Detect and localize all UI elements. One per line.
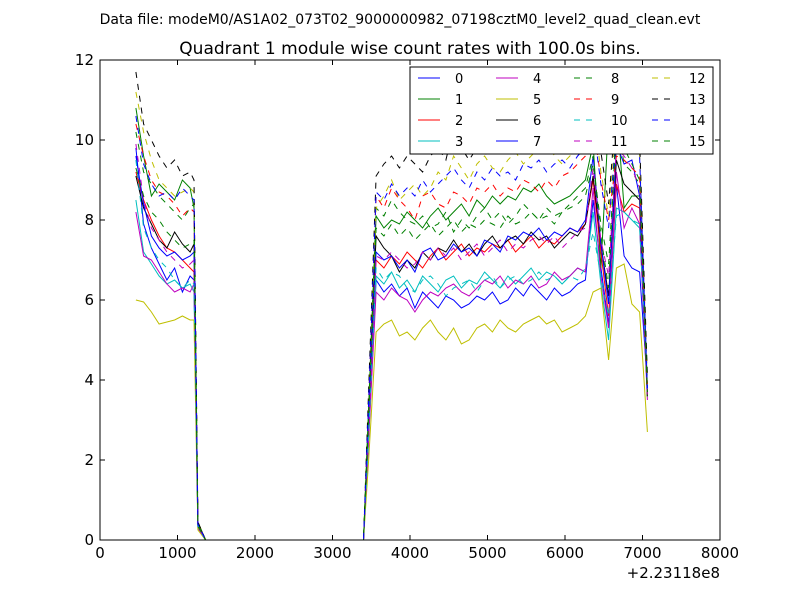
- legend-label-13: 13: [689, 93, 706, 108]
- axis-layer: 0 1000 2000 3000 4000 5000 6000 7000 80000246810…: [75, 51, 739, 562]
- legend-label-1: 1: [455, 93, 463, 108]
- series-line-14: [135, 115, 648, 540]
- legend-label-5: 5: [533, 93, 541, 108]
- x-tick-label: 5000: [468, 544, 506, 562]
- x-tick-label: 0: [95, 544, 105, 562]
- x-tick-label: 6000: [546, 544, 584, 562]
- series-line-9: [135, 119, 648, 540]
- legend-label-9: 9: [611, 93, 619, 108]
- x-tick-label: 1000: [158, 544, 196, 562]
- legend-label-10: 10: [611, 114, 628, 129]
- series-line-5: [135, 263, 648, 540]
- legend-label-2: 2: [455, 114, 463, 129]
- legend-box: [409, 66, 714, 155]
- x-offset-label: +2.23118e8: [627, 564, 720, 582]
- legend-label-14: 14: [689, 114, 706, 129]
- y-tick-label: 0: [84, 531, 94, 549]
- legend-label-3: 3: [455, 135, 463, 150]
- legend-label-15: 15: [689, 135, 706, 150]
- y-tick-label: 8: [84, 211, 94, 229]
- series-line-10: [135, 159, 648, 540]
- series-layer: [135, 71, 648, 540]
- x-tick-label: 3000: [313, 544, 351, 562]
- legend-label-4: 4: [533, 72, 541, 87]
- legend-label-7: 7: [533, 135, 541, 150]
- legend-label-12: 12: [689, 72, 706, 87]
- y-tick-label: 4: [84, 371, 94, 389]
- figure-suptitle: Data file: modeM0/AS1A02_073T02_90000009…: [100, 12, 701, 28]
- y-tick-label: 12: [75, 51, 94, 69]
- chart-title: Quadrant 1 module wise count rates with …: [179, 39, 640, 59]
- series-line-11: [135, 143, 648, 540]
- series-line-15: [135, 130, 648, 540]
- y-tick-label: 10: [75, 131, 94, 149]
- y-tick-label: 2: [84, 451, 94, 469]
- legend-label-0: 0: [455, 72, 463, 87]
- legend-label-11: 11: [611, 135, 628, 150]
- legend-label-6: 6: [533, 114, 541, 129]
- x-tick-label: 4000: [391, 544, 429, 562]
- legend-label-8: 8: [611, 72, 619, 87]
- y-tick-label: 6: [84, 291, 94, 309]
- x-tick-label: 7000: [623, 544, 661, 562]
- x-tick-label: 2000: [236, 544, 274, 562]
- x-tick-label: 8000: [701, 544, 739, 562]
